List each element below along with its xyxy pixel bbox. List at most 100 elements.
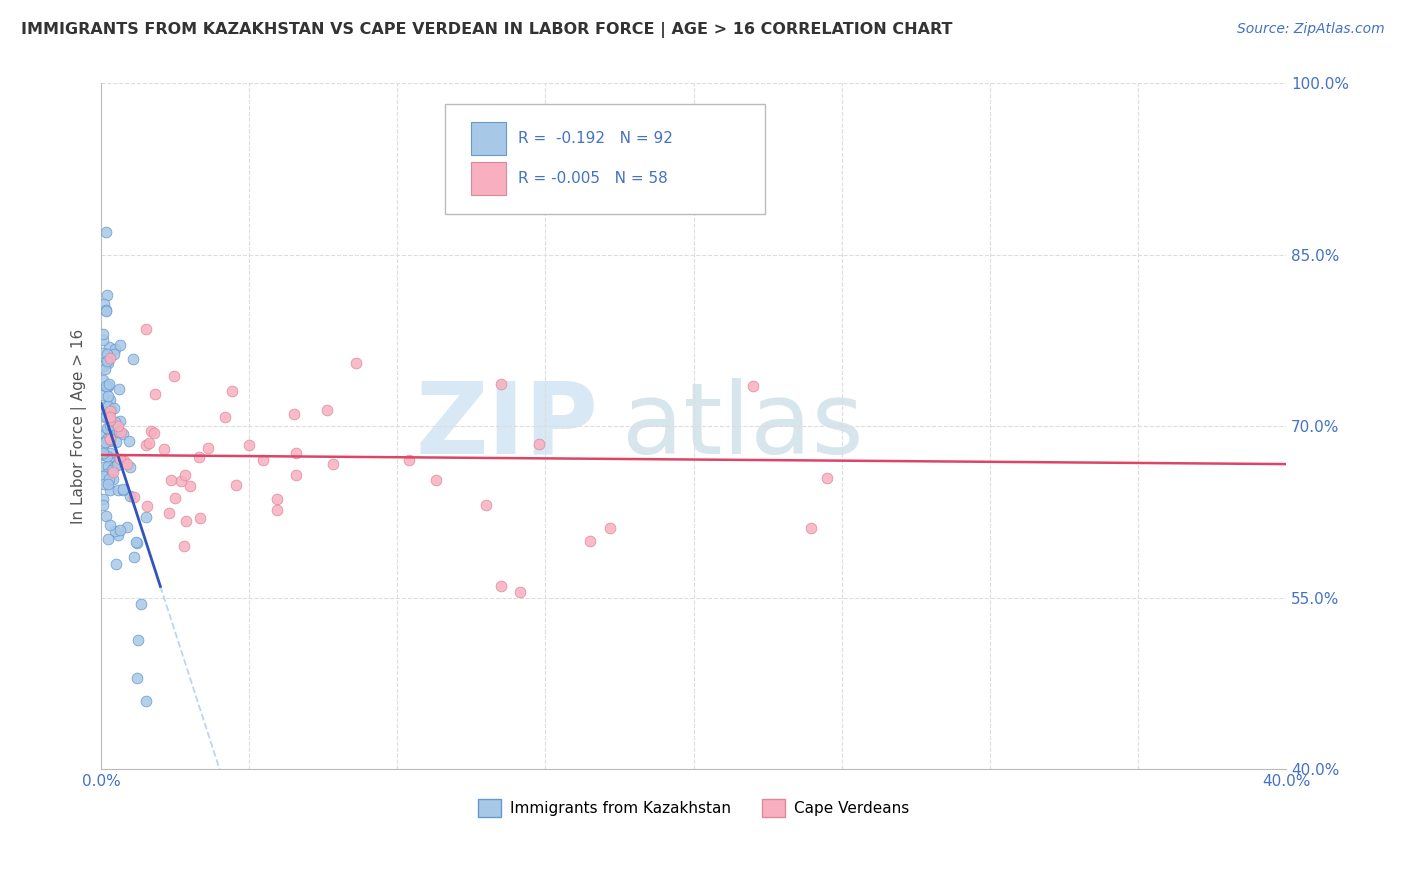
Point [252,452,274,467]
Point [110,523,132,537]
Point [107,483,129,497]
Text: Source: ZipAtlas.com: Source: ZipAtlas.com [1237,22,1385,37]
Point [91,446,114,460]
Point [98,517,121,532]
Text: R =  -0.192   N = 92: R = -0.192 N = 92 [519,131,673,145]
Point [112,483,135,497]
Point [96,421,118,435]
Y-axis label: In Labor Force | Age > 16: In Labor Force | Age > 16 [72,329,87,524]
Point [97,532,120,546]
Point [98,413,121,427]
Point [125,671,148,685]
Point [188,510,211,524]
Point [98,450,121,464]
Point [93,297,115,311]
Point [188,450,211,465]
Point [579,533,602,548]
Point [266,491,288,506]
Point [105,423,128,437]
Point [98,410,121,425]
Point [110,451,132,466]
Point [159,473,181,487]
Point [98,376,121,391]
Point [225,478,247,492]
Point [94,304,117,318]
Point [97,401,120,416]
Point [96,449,118,463]
Point [121,352,143,367]
Point [94,409,117,424]
Point [94,508,117,523]
FancyBboxPatch shape [471,161,506,194]
Point [91,438,114,452]
Point [115,457,138,471]
Point [97,356,120,370]
Point [145,386,167,401]
Point [105,434,128,449]
Point [96,467,118,481]
Point [93,476,115,491]
Point [118,459,141,474]
Point [101,465,124,479]
Point [221,384,243,398]
Point [103,460,125,475]
Point [96,432,118,446]
Point [322,457,344,471]
Point [97,399,120,413]
Point [105,458,128,473]
Point [174,514,197,528]
Point [103,401,125,415]
Point [115,520,138,534]
Point [96,354,118,368]
Point [100,402,122,417]
Point [124,535,146,549]
Point [114,454,136,468]
Point [104,342,127,356]
Point [815,471,838,485]
Point [197,441,219,455]
Point [346,356,368,370]
Point [94,225,117,239]
Point [125,536,148,550]
Point [163,491,186,506]
Point [91,498,114,512]
Text: atlas: atlas [623,378,865,475]
Point [135,510,157,524]
Point [100,463,122,477]
Point [98,434,121,449]
Point [104,415,127,429]
Point [173,468,195,483]
Point [599,521,621,535]
Point [91,327,114,342]
Point [96,347,118,361]
Point [98,404,121,418]
Point [107,425,129,439]
Point [118,434,141,448]
Point [94,409,117,423]
Point [157,506,180,520]
Point [97,409,120,424]
Point [135,694,157,708]
Point [741,379,763,393]
Point [91,492,114,507]
Point [475,498,498,512]
Point [284,446,307,460]
Point [491,376,513,391]
Point [91,346,114,360]
Point [107,418,129,433]
Point [93,373,115,387]
Point [135,499,157,513]
Point [98,483,121,497]
Point [110,425,132,439]
Point [91,388,114,402]
Point [101,472,124,486]
Point [94,426,117,441]
Point [97,379,120,393]
Point [103,347,125,361]
Point [138,436,160,450]
Point [118,489,141,503]
Point [129,597,152,611]
Point [91,333,114,347]
Point [94,379,117,393]
Point [93,460,115,475]
